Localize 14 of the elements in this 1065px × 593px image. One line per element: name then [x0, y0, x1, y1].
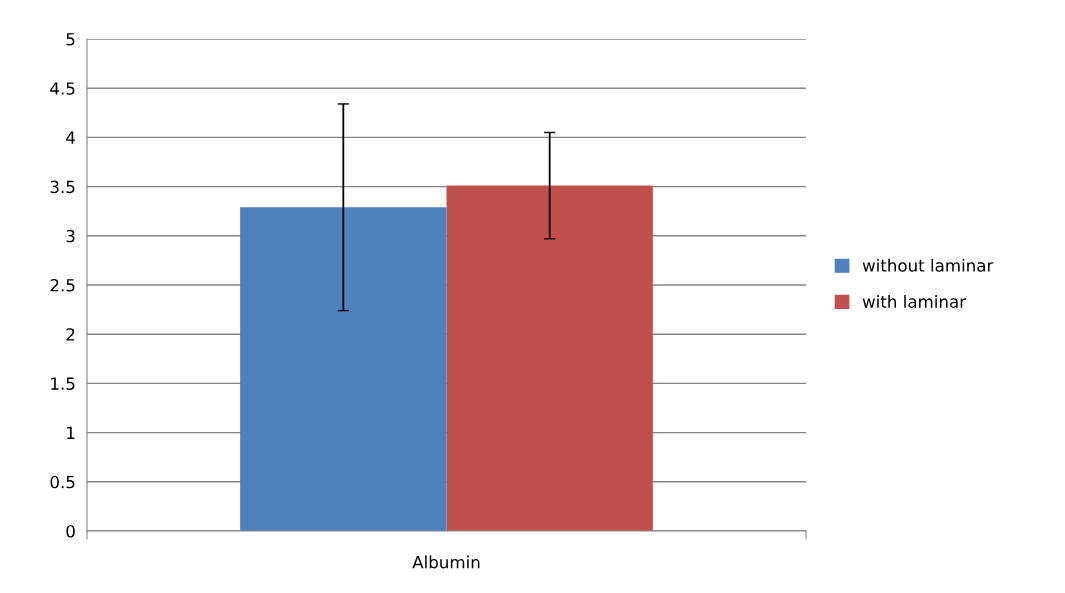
legend-label: with laminar [862, 295, 967, 308]
y-tick-label: 4 [66, 131, 75, 144]
y-tick-label: 2 [66, 328, 75, 341]
y-tick-label: 3 [66, 229, 75, 243]
y-tick-label: 3.5 [50, 180, 75, 194]
legend-label: without laminar [862, 258, 994, 272]
y-tick-label: 5 [66, 33, 75, 46]
y-tick-label: 4.5 [50, 82, 75, 95]
y-tick-label: 2.5 [50, 278, 75, 292]
y-tick-label: 0 [66, 524, 75, 538]
x-tick-label: Albumin [412, 555, 480, 569]
y-tick-label: 1 [67, 426, 75, 439]
y-tick-label: 1.5 [51, 377, 75, 390]
y-tick-label: 0.5 [50, 475, 75, 489]
